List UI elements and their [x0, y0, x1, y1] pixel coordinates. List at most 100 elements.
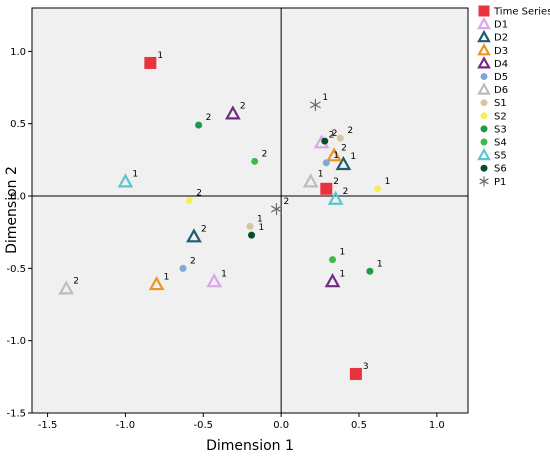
legend: Time Series D1 D2 D3 D4 D5 D6 S1 S2 S3 S4 S5 S6 P1 — [477, 5, 550, 188]
point-label-s2: 1 — [385, 177, 391, 187]
point-d6 — [302, 173, 319, 188]
point-label-d2: 1 — [350, 152, 356, 162]
point-label-d4: 2 — [240, 102, 246, 112]
point-time-series — [144, 56, 157, 69]
legend-label-s2: S2 — [494, 111, 507, 122]
legend-marker-d5 — [480, 73, 488, 80]
point-label-d3: 1 — [164, 272, 170, 282]
legend-marker-d3 — [477, 43, 491, 56]
legend-marker-s5 — [477, 147, 491, 161]
point-label-s1: 2 — [347, 126, 353, 136]
point-d4 — [225, 105, 241, 120]
x-tick-label: 0.5 — [351, 420, 367, 431]
point-label-p1: 1 — [322, 93, 328, 103]
point-label-d5: 1 — [333, 151, 339, 161]
legend-label-d3: D3 — [494, 46, 508, 57]
legend-marker-s6 — [480, 164, 488, 172]
x-tick-label: 0.0 — [273, 420, 289, 431]
point-s3 — [195, 121, 203, 129]
point-p1 — [309, 98, 321, 111]
x-tick-label: -1.5 — [38, 420, 58, 431]
point-label-d1: 2 — [329, 131, 335, 141]
legend-marker-s4 — [480, 138, 488, 146]
y-axis-title: Dimension 2 — [4, 166, 20, 254]
y-tick-label: 1.0 — [10, 47, 26, 58]
point-s5 — [117, 173, 134, 188]
legend-marker-d1 — [477, 16, 491, 30]
legend-label-p1: P1 — [494, 177, 506, 188]
point-d3 — [326, 147, 342, 162]
point-label-s3: 2 — [206, 113, 212, 123]
legend-marker-d2 — [477, 29, 491, 43]
legend-label-d2: D2 — [494, 33, 508, 44]
x-tick-label: 1.0 — [429, 420, 445, 431]
point-s6 — [321, 137, 329, 145]
point-label-s5: 2 — [343, 187, 349, 197]
legend-marker-p1 — [479, 176, 489, 187]
legend-label-d6: D6 — [494, 85, 508, 96]
point-label-p1: 2 — [283, 197, 289, 207]
point-label-s4: 1 — [340, 248, 346, 258]
legend-label-d1: D1 — [494, 20, 508, 31]
point-s3 — [366, 267, 374, 275]
point-label-d1: 1 — [221, 269, 227, 279]
point-s2 — [185, 196, 193, 204]
point-p1 — [270, 203, 282, 216]
x-tick-label: -1.0 — [116, 420, 136, 431]
legend-marker-s3 — [480, 125, 488, 133]
point-s1 — [246, 222, 254, 230]
legend-label-s4: S4 — [494, 138, 507, 149]
point-label-time-series: 3 — [363, 362, 369, 372]
legend-marker-time-series — [478, 5, 490, 17]
point-s4 — [329, 256, 337, 264]
point-label-s6: 2 — [332, 129, 338, 139]
legend-label-s5: S5 — [494, 151, 507, 162]
legend-marker-d4 — [477, 56, 491, 69]
point-label-d3: 2 — [341, 144, 347, 154]
point-d4 — [324, 273, 341, 288]
point-d5 — [322, 159, 330, 167]
legend-marker-s2 — [480, 112, 488, 120]
legend-label-time-series: Time Series — [493, 7, 550, 18]
point-label-s1: 1 — [257, 214, 263, 224]
legend-label-d4: D4 — [494, 59, 508, 70]
x-axis-title: Dimension 1 — [206, 438, 294, 454]
legend-marker-d6 — [477, 82, 491, 95]
plot-area — [31, 7, 469, 414]
point-label-s3: 1 — [377, 259, 383, 269]
y-tick-label: 0.5 — [10, 119, 26, 130]
point-label-s5: 1 — [132, 170, 138, 180]
point-d6 — [58, 280, 75, 295]
point-s6 — [248, 231, 256, 239]
point-label-time-series: 2 — [333, 177, 339, 187]
y-tick-label: -0.5 — [6, 264, 26, 275]
y-tick-label: 0.0 — [10, 192, 26, 203]
point-label-d4: 1 — [340, 269, 346, 279]
point-label-d6: 1 — [318, 170, 324, 180]
point-d2 — [186, 228, 202, 243]
point-time-series — [349, 367, 362, 380]
point-time-series — [320, 182, 333, 195]
point-s5 — [327, 190, 344, 205]
point-label-s6: 1 — [259, 223, 265, 233]
y-tick-label: -1.5 — [6, 409, 26, 420]
point-label-d6: 2 — [73, 277, 79, 287]
point-d2 — [335, 155, 352, 171]
x-tick-label: -0.5 — [194, 420, 214, 431]
point-d3 — [148, 276, 165, 291]
legend-label-s6: S6 — [494, 164, 507, 175]
legend-label-d5: D5 — [494, 72, 508, 83]
legend-label-s3: S3 — [494, 124, 507, 135]
point-s4 — [251, 157, 259, 165]
point-s1 — [336, 134, 344, 142]
y-tick-label: -1.0 — [6, 336, 26, 347]
point-label-s2: 2 — [196, 188, 202, 198]
point-label-d2: 2 — [201, 225, 207, 235]
point-s2 — [374, 185, 382, 193]
point-d1 — [206, 273, 223, 288]
legend-marker-s1 — [480, 99, 488, 107]
point-label-time-series: 1 — [157, 51, 163, 61]
point-d5 — [179, 264, 187, 272]
point-label-s4: 2 — [262, 149, 268, 159]
